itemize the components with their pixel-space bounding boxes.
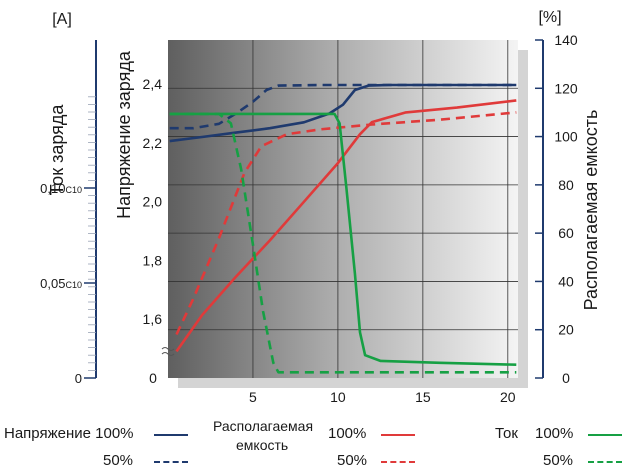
- capacity-tick-label: 40: [558, 273, 574, 289]
- voltage-tick-label: 1,6: [143, 311, 163, 327]
- current-axis-units: [A]: [52, 11, 72, 28]
- legend-voltage-level-50: 50%: [103, 452, 134, 469]
- voltage-tick-label: 2,2: [143, 135, 163, 151]
- voltage-tick-label: 2,4: [143, 76, 163, 92]
- capacity-100-line: [175, 99, 517, 353]
- voltage-zero-label: 0: [149, 370, 157, 386]
- x-tick-label: 15: [415, 389, 431, 405]
- legend-capacity-level-50: 50%: [337, 452, 368, 469]
- legend-voltage-level-100: 100%: [95, 425, 134, 442]
- capacity-tick-label: 0: [562, 370, 570, 386]
- voltage-50-line: [169, 83, 517, 130]
- current-axis-title: Ток заряда: [47, 104, 67, 196]
- voltage-tick-label: 1,8: [143, 252, 163, 268]
- voltage-axis-ticks: 1,6 1,8 2,0 2,2 2,4: [143, 76, 163, 327]
- legend-capacity-title-2: емкость: [236, 437, 289, 453]
- current-axis-ticks: 0 0,05C10 0,10C10: [40, 96, 96, 386]
- capacity-axis-title: Располагаемая емкость: [581, 110, 601, 311]
- voltage-axis-break: [161, 347, 175, 356]
- voltage-tick-label: 2,0: [143, 194, 163, 210]
- capacity-tick-label: 140: [554, 32, 578, 48]
- x-axis-ticks: 5 10 15 20: [249, 389, 516, 405]
- legend-current-50-line: [588, 461, 622, 463]
- legend-current-level-100: 100%: [535, 425, 574, 442]
- legend-capacity-100-line: [381, 434, 415, 436]
- grid: [168, 40, 518, 378]
- capacity-tick-label: 80: [558, 177, 574, 193]
- capacity-axis-ticks: 0 20 40 60 80 100 120 140: [535, 32, 578, 386]
- capacity-tick-label: 20: [558, 322, 574, 338]
- legend-voltage-title: Напряжение: [4, 425, 91, 442]
- legend-current-title: Ток: [495, 425, 518, 442]
- legend-capacity-title-1: Располагаемая: [213, 418, 314, 434]
- current-tick-label: 0,10C10: [40, 181, 82, 196]
- voltage-axis-title: Напряжение заряда: [114, 50, 134, 219]
- legend-current-level-50: 50%: [543, 452, 574, 469]
- legend-capacity-level-100: 100%: [328, 425, 367, 442]
- current-tick-label: 0,05C10: [40, 276, 82, 291]
- series-group: [169, 83, 517, 374]
- current-50-line: [169, 112, 517, 374]
- current-100-line: [169, 112, 517, 366]
- legend-capacity-50-line: [381, 461, 415, 463]
- capacity-tick-label: 60: [558, 225, 574, 241]
- legend-voltage-100-label: Напряжение 100%: [4, 425, 134, 442]
- legend-current-100-line: [588, 434, 622, 436]
- legend-voltage-100-line: [154, 434, 188, 436]
- capacity-axis-units: [%]: [538, 9, 561, 26]
- x-tick-label: 10: [330, 389, 346, 405]
- capacity-tick-label: 120: [554, 80, 578, 96]
- legend-voltage-50-line: [154, 461, 188, 463]
- x-tick-label: 5: [249, 389, 257, 405]
- x-tick-label: 20: [500, 389, 516, 405]
- current-tick-label: 0: [75, 371, 82, 386]
- capacity-tick-label: 100: [554, 129, 578, 145]
- plot-area: [168, 40, 518, 378]
